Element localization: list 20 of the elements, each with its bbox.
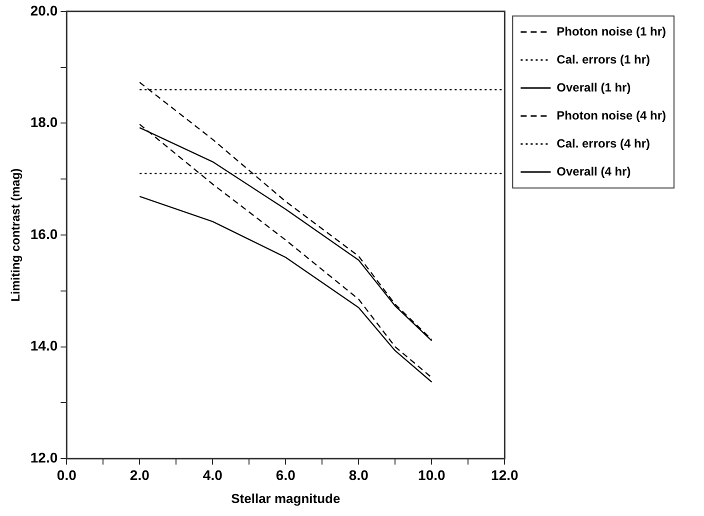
- y-axis-title: Limiting contrast (mag): [8, 168, 23, 302]
- y-tick-label: 18.0: [30, 114, 58, 130]
- x-tick-label: 2.0: [130, 466, 150, 483]
- legend-label: Overall (4 hr): [556, 164, 631, 178]
- x-axis-title: Stellar magnitude: [231, 490, 340, 506]
- legend-label: Photon noise (4 hr): [556, 108, 666, 122]
- y-tick-label: 12.0: [30, 449, 58, 466]
- x-tick-label: 8.0: [348, 466, 369, 483]
- y-tick-label: 20.0: [30, 2, 58, 18]
- y-tick-label: 14.0: [30, 338, 58, 354]
- x-tick-label: 0.0: [56, 466, 77, 483]
- y-tick-label: 16.0: [30, 226, 58, 242]
- legend-label: Cal. errors (4 hr): [556, 136, 650, 150]
- x-tick-label: 6.0: [276, 466, 296, 483]
- legend-label: Overall (1 hr): [556, 80, 631, 94]
- x-tick-label: 12.0: [491, 466, 519, 483]
- legend-label: Cal. errors (1 hr): [556, 52, 650, 66]
- x-tick-label: 4.0: [202, 466, 223, 483]
- x-tick-label: 10.0: [418, 466, 446, 483]
- legend-label: Photon noise (1 hr): [556, 24, 666, 38]
